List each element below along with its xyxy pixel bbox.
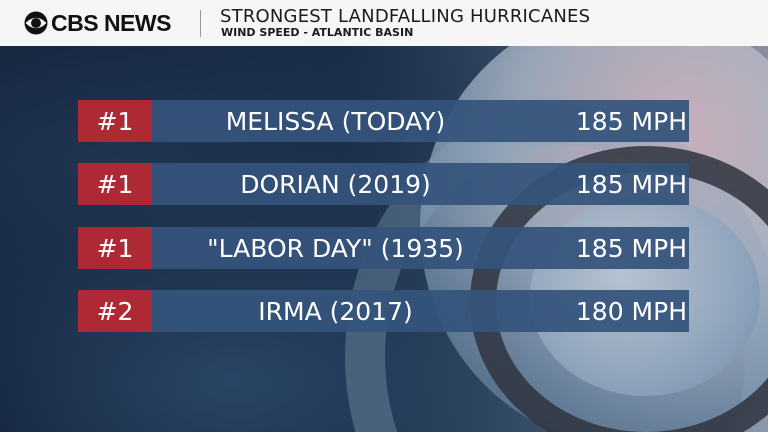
hurricane-name: IRMA (2017) [258, 296, 413, 326]
ranking-row: #1 "LABOR DAY" (1935) 185 MPH [78, 227, 689, 269]
cbs-eye-icon [24, 11, 48, 35]
cbs-news-logo: CBS NEWS [24, 9, 171, 37]
wind-speed: 185 MPH [575, 233, 687, 263]
wind-speed: 180 MPH [575, 296, 687, 326]
hurricane-name: "LABOR DAY" (1935) [207, 233, 464, 263]
rank-badge: #1 [78, 163, 152, 205]
ranking-row: #1 MELISSA (TODAY) 185 MPH [78, 100, 689, 142]
hurricane-name: MELISSA (TODAY) [225, 106, 446, 136]
rank-badge: #2 [78, 290, 152, 332]
ranking-row: #2 IRMA (2017) 180 MPH [78, 290, 689, 332]
wind-speed: 185 MPH [575, 169, 687, 199]
wind-speed: 185 MPH [575, 106, 687, 136]
hurricane-bar: DORIAN (2019) 185 MPH [152, 163, 689, 205]
hurricane-name: DORIAN (2019) [240, 169, 431, 199]
graphic-subtitle: WIND SPEED - ATLANTIC BASIN [221, 26, 414, 39]
header-divider [200, 10, 201, 37]
brand-name: CBS NEWS [51, 9, 171, 36]
graphic-title: STRONGEST LANDFALLING HURRICANES [220, 6, 591, 27]
hurricane-bar: IRMA (2017) 180 MPH [152, 290, 689, 332]
hurricane-bar: MELISSA (TODAY) 185 MPH [152, 100, 689, 142]
rank-badge: #1 [78, 227, 152, 269]
header-bar: CBS NEWS STRONGEST LANDFALLING HURRICANE… [0, 0, 768, 46]
ranking-row: #1 DORIAN (2019) 185 MPH [78, 163, 689, 205]
hurricane-bar: "LABOR DAY" (1935) 185 MPH [152, 227, 689, 269]
rank-badge: #1 [78, 100, 152, 142]
